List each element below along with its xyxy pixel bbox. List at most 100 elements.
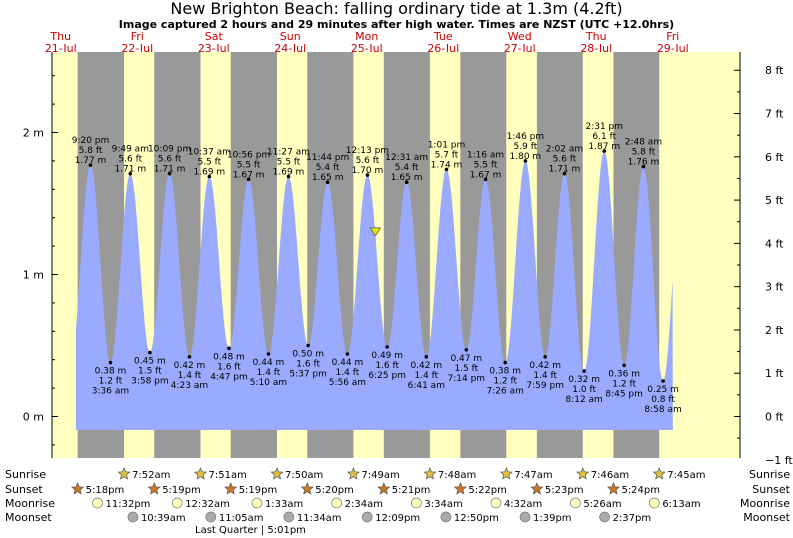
day-name: Fri (666, 30, 679, 43)
tide-extreme-point (582, 369, 586, 373)
moonset-icon (519, 511, 531, 523)
moonset-icon (205, 511, 217, 523)
high-tide-label: 5.6 ft (118, 155, 142, 165)
left-tick-label: 0 m (23, 411, 44, 424)
tide-extreme-point (562, 171, 567, 176)
high-tide-label: 2:02 am (546, 145, 583, 155)
moonset-time: 2:37pm (613, 513, 652, 524)
page-title: New Brighton Beach: falling ordinary tid… (170, 0, 623, 18)
high-tide-label: 12:13 pm (346, 146, 389, 156)
high-tide-label: 1.67 m (233, 170, 265, 180)
moonrise-row-label-right: Moonrise (740, 497, 790, 510)
sunrise-icon (346, 467, 360, 480)
high-tide-label: 11:44 pm (306, 153, 349, 163)
high-tide-label: 1:16 am (467, 150, 504, 160)
low-tide-label: 1.5 ft (454, 364, 478, 374)
sunset-icon (377, 482, 391, 495)
high-tide-label: 10:37 am (188, 148, 231, 158)
tide-extreme-point (306, 343, 310, 348)
low-tide-label: 0.49 m (371, 351, 403, 361)
low-tide-label: 4:23 am (171, 381, 208, 391)
tide-extreme-point (444, 167, 449, 172)
high-tide-label: 5.9 ft (514, 142, 538, 152)
sunrise-time: 7:51am (209, 470, 247, 481)
low-tide-label: 0.32 m (568, 375, 600, 385)
moonrise-time: 1:33am (265, 499, 303, 510)
sunset-icon (147, 482, 161, 495)
low-tide-label: 1.2 ft (612, 379, 636, 389)
sunrise-icon (652, 467, 666, 480)
high-tide-label: 5.5 ft (474, 160, 498, 170)
tide-extreme-point (602, 149, 607, 153)
low-tide-label: 7:26 am (487, 387, 524, 397)
day-name: Fri (131, 30, 144, 43)
sunset-time: 5:21pm (392, 485, 431, 496)
low-tide-label: 8:58 am (644, 405, 681, 415)
day-name: Tue (433, 30, 453, 43)
sunset-icon (71, 482, 85, 495)
high-tide-label: 12:31 am (385, 153, 428, 163)
high-tide-label: 1.71 m (154, 165, 186, 175)
sunrise-icon (499, 467, 513, 480)
tide-extreme-point (286, 174, 291, 179)
day-date: 26-Jul (427, 42, 459, 55)
sunset-time: 5:24pm (621, 485, 660, 496)
high-tide-label: 9:49 am (112, 145, 149, 155)
tide-extreme-point (385, 345, 390, 349)
low-tide-label: 0.44 m (253, 358, 285, 368)
low-tide-label: 1.6 ft (375, 361, 399, 371)
moonset-time: 12:09pm (375, 513, 420, 524)
day-name: Thu (49, 30, 71, 43)
low-tide-label: 6:25 pm (368, 371, 406, 381)
left-tick-label: 1 m (23, 269, 44, 282)
sunset-row-label-right: Sunset (752, 483, 790, 496)
sunset-icon (453, 482, 467, 495)
sunset-icon (606, 482, 621, 495)
moonrise-icon (331, 497, 343, 509)
sunset-time: 5:22pm (468, 485, 507, 496)
low-tide-label: 0.42 m (410, 361, 442, 371)
moonrise-row-label: Moonrise (5, 497, 55, 510)
moonset-time: 1:39pm (533, 513, 572, 524)
low-tide-label: 1.0 ft (572, 385, 596, 395)
low-tide-label: 3:36 am (92, 387, 129, 397)
right-tick-label: 8 ft (765, 64, 784, 77)
sunrise-icon (423, 467, 437, 480)
low-tide-label: 4:47 pm (210, 372, 248, 382)
moonset-time: 12:50pm (454, 513, 499, 524)
low-tide-label: 3:58 pm (131, 377, 169, 387)
day-date: 22-Jul (121, 42, 153, 55)
tide-extreme-point (88, 163, 93, 167)
sunrise-time: 7:52am (132, 470, 170, 481)
moon-phase: Last Quarter | 5:01pm (195, 525, 306, 536)
day-date: 29-Jul (657, 42, 689, 55)
tide-extreme-point (207, 174, 212, 179)
moonrise-icon (648, 497, 660, 509)
sunrise-row-label-right: Sunrise (749, 468, 790, 481)
tide-extreme-point (661, 379, 665, 383)
right-tick-label: 2 ft (765, 324, 784, 337)
high-tide-label: 1.77 m (75, 156, 107, 166)
moonrise-icon (569, 497, 581, 509)
low-tide-label: 1.4 ft (414, 371, 438, 381)
tide-label-layer: 9:20 pm5.8 ft1.77 m0.38 m1.2 ft3:36 am9:… (72, 122, 682, 415)
low-tide-label: 1.4 ft (178, 371, 202, 381)
moonrise-icon (171, 497, 183, 509)
moonset-time: 11:34am (297, 513, 342, 524)
moonrise-time: 6:13am (662, 499, 700, 510)
moonrise-time: 5:26am (583, 499, 621, 510)
moonrise-time: 2:34am (345, 499, 383, 510)
tide-extreme-point (325, 180, 330, 184)
low-tide-label: 1.2 ft (493, 377, 517, 387)
high-tide-label: 10:09 pm (148, 145, 191, 155)
sunrise-time: 7:46am (591, 470, 629, 481)
day-date: 28-Jul (580, 42, 612, 55)
tide-extreme-point (424, 355, 429, 359)
day-header-layer: Thu21-JulFri22-JulSat23-JulSun24-JulMon2… (45, 30, 689, 55)
moonset-row-label: Moonset (5, 511, 52, 524)
plot-area (52, 52, 740, 458)
tide-extreme-point (503, 360, 507, 365)
moonset-time: 10:39am (141, 513, 186, 524)
tide-extreme-point (543, 355, 547, 359)
moonset-icon (283, 511, 295, 523)
